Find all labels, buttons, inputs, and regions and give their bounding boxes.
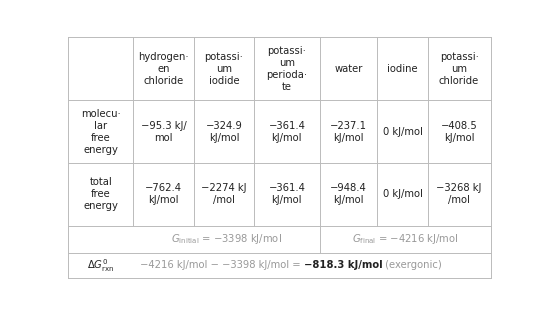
- Text: −818.3 kJ/mol: −818.3 kJ/mol: [304, 260, 382, 270]
- Text: $G_\mathrm{initial}$ = −3398 kJ/mol: $G_\mathrm{initial}$ = −3398 kJ/mol: [171, 232, 282, 246]
- Text: $\Delta G^0_\mathrm{rxn}$: $\Delta G^0_\mathrm{rxn}$: [87, 257, 114, 274]
- Text: total
free
energy: total free energy: [83, 177, 118, 211]
- Text: 0 kJ/mol: 0 kJ/mol: [383, 127, 422, 137]
- Text: −3268 kJ
/mol: −3268 kJ /mol: [437, 183, 482, 205]
- Text: −408.5
kJ/mol: −408.5 kJ/mol: [441, 120, 477, 143]
- Text: −948.4
kJ/mol: −948.4 kJ/mol: [330, 183, 367, 205]
- Text: molecu·
lar
free
energy: molecu· lar free energy: [81, 109, 120, 154]
- Text: −324.9
kJ/mol: −324.9 kJ/mol: [205, 120, 243, 143]
- Text: potassi·
um
iodide: potassi· um iodide: [204, 52, 244, 86]
- Text: −237.1
kJ/mol: −237.1 kJ/mol: [330, 120, 367, 143]
- Text: −361.4
kJ/mol: −361.4 kJ/mol: [269, 120, 305, 143]
- Text: 0 kJ/mol: 0 kJ/mol: [383, 189, 422, 199]
- Text: potassi·
um
chloride: potassi· um chloride: [439, 52, 479, 86]
- Text: −2274 kJ
/mol: −2274 kJ /mol: [201, 183, 247, 205]
- Text: hydrogen·
en
chloride: hydrogen· en chloride: [138, 52, 189, 86]
- Text: (exergonic): (exergonic): [382, 260, 442, 270]
- Text: potassi·
um
perioda·
te: potassi· um perioda· te: [267, 46, 307, 92]
- Text: −95.3 kJ/
mol: −95.3 kJ/ mol: [141, 120, 186, 143]
- Text: $G_\mathrm{final}$ = −4216 kJ/mol: $G_\mathrm{final}$ = −4216 kJ/mol: [352, 232, 458, 246]
- Text: −762.4
kJ/mol: −762.4 kJ/mol: [145, 183, 182, 205]
- Text: water: water: [334, 64, 362, 74]
- Text: −361.4
kJ/mol: −361.4 kJ/mol: [269, 183, 305, 205]
- Text: iodine: iodine: [387, 64, 418, 74]
- Text: −4216 kJ/mol − −3398 kJ/mol =: −4216 kJ/mol − −3398 kJ/mol =: [140, 260, 304, 270]
